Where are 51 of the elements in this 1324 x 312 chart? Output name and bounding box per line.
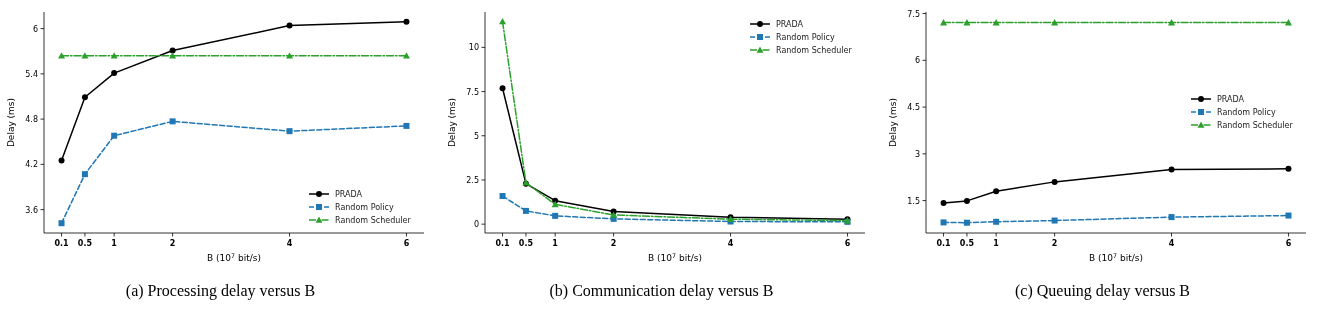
y-tick-label: 6 bbox=[32, 24, 38, 34]
legend-label: Random Policy bbox=[776, 33, 835, 42]
y-tick-label: 4.5 bbox=[907, 103, 920, 113]
legend-label: Random Scheduler bbox=[1217, 121, 1294, 130]
y-axis-title: Delay (ms) bbox=[888, 97, 898, 148]
x-tick-label: 1 bbox=[993, 239, 1000, 248]
y-tick-label: 2.5 bbox=[466, 175, 479, 185]
x-tick-label: 2 bbox=[610, 239, 617, 248]
x-tick-label: 1 bbox=[111, 239, 118, 248]
text: (b) Communication delay versus B bbox=[549, 282, 774, 300]
x-axis-title: B (10$^{7}$ bit/s) bbox=[1089, 251, 1143, 263]
y-tick-label: 7.5 bbox=[907, 9, 920, 19]
y-tick-label: 10 bbox=[468, 43, 479, 53]
y-tick-label: 3.6 bbox=[25, 205, 38, 215]
legend-label: PRADA bbox=[776, 20, 804, 29]
x-tick-label: 0.5 bbox=[518, 239, 534, 248]
text: (a) Processing delay versus B bbox=[125, 282, 316, 300]
x-tick-label: 0.1 bbox=[54, 239, 70, 248]
x-axis-title: B (10$^{7}$ bit/s) bbox=[648, 251, 702, 263]
legend-label: Random Policy bbox=[335, 203, 394, 212]
x-tick-label: 4 bbox=[286, 239, 293, 248]
y-tick-label: 5 bbox=[473, 131, 479, 141]
x-tick-label: 0.1 bbox=[936, 239, 952, 248]
x-tick-label: 0.5 bbox=[959, 239, 975, 248]
x-tick-label: 2 bbox=[1051, 239, 1058, 248]
x-tick-label: 2 bbox=[169, 239, 176, 248]
legend-label: Random Scheduler bbox=[776, 46, 853, 55]
y-axis-title: Delay (ms) bbox=[447, 97, 457, 148]
y-tick-label: 5.4 bbox=[25, 69, 38, 79]
y-tick-label: 4.8 bbox=[25, 115, 38, 125]
x-tick-label: 0.1 bbox=[495, 239, 511, 248]
x-tick-label: 6 bbox=[1285, 239, 1292, 248]
y-tick-label: 1.5 bbox=[907, 196, 920, 206]
y-tick-label: 0 bbox=[473, 220, 479, 230]
x-tick-label: 4 bbox=[727, 239, 734, 248]
legend-label: Random Scheduler bbox=[335, 216, 412, 225]
legend-label: Random Policy bbox=[1217, 108, 1276, 117]
legend-label: PRADA bbox=[335, 190, 363, 199]
y-tick-label: 4.2 bbox=[25, 160, 38, 170]
x-tick-label: 6 bbox=[403, 239, 410, 248]
x-tick-label: 1 bbox=[552, 239, 559, 248]
y-axis-title: Delay (ms) bbox=[6, 97, 16, 148]
y-tick-label: 6 bbox=[914, 56, 920, 66]
text: (c) Queuing delay versus B bbox=[1014, 282, 1191, 300]
legend-label: PRADA bbox=[1217, 95, 1245, 104]
x-tick-label: 6 bbox=[844, 239, 851, 248]
x-tick-label: 0.5 bbox=[77, 239, 93, 248]
y-tick-label: 3 bbox=[914, 149, 920, 159]
x-axis-title: B (10$^{7}$ bit/s) bbox=[207, 251, 261, 263]
x-tick-label: 4 bbox=[1168, 239, 1175, 248]
y-tick-label: 7.5 bbox=[466, 87, 479, 97]
